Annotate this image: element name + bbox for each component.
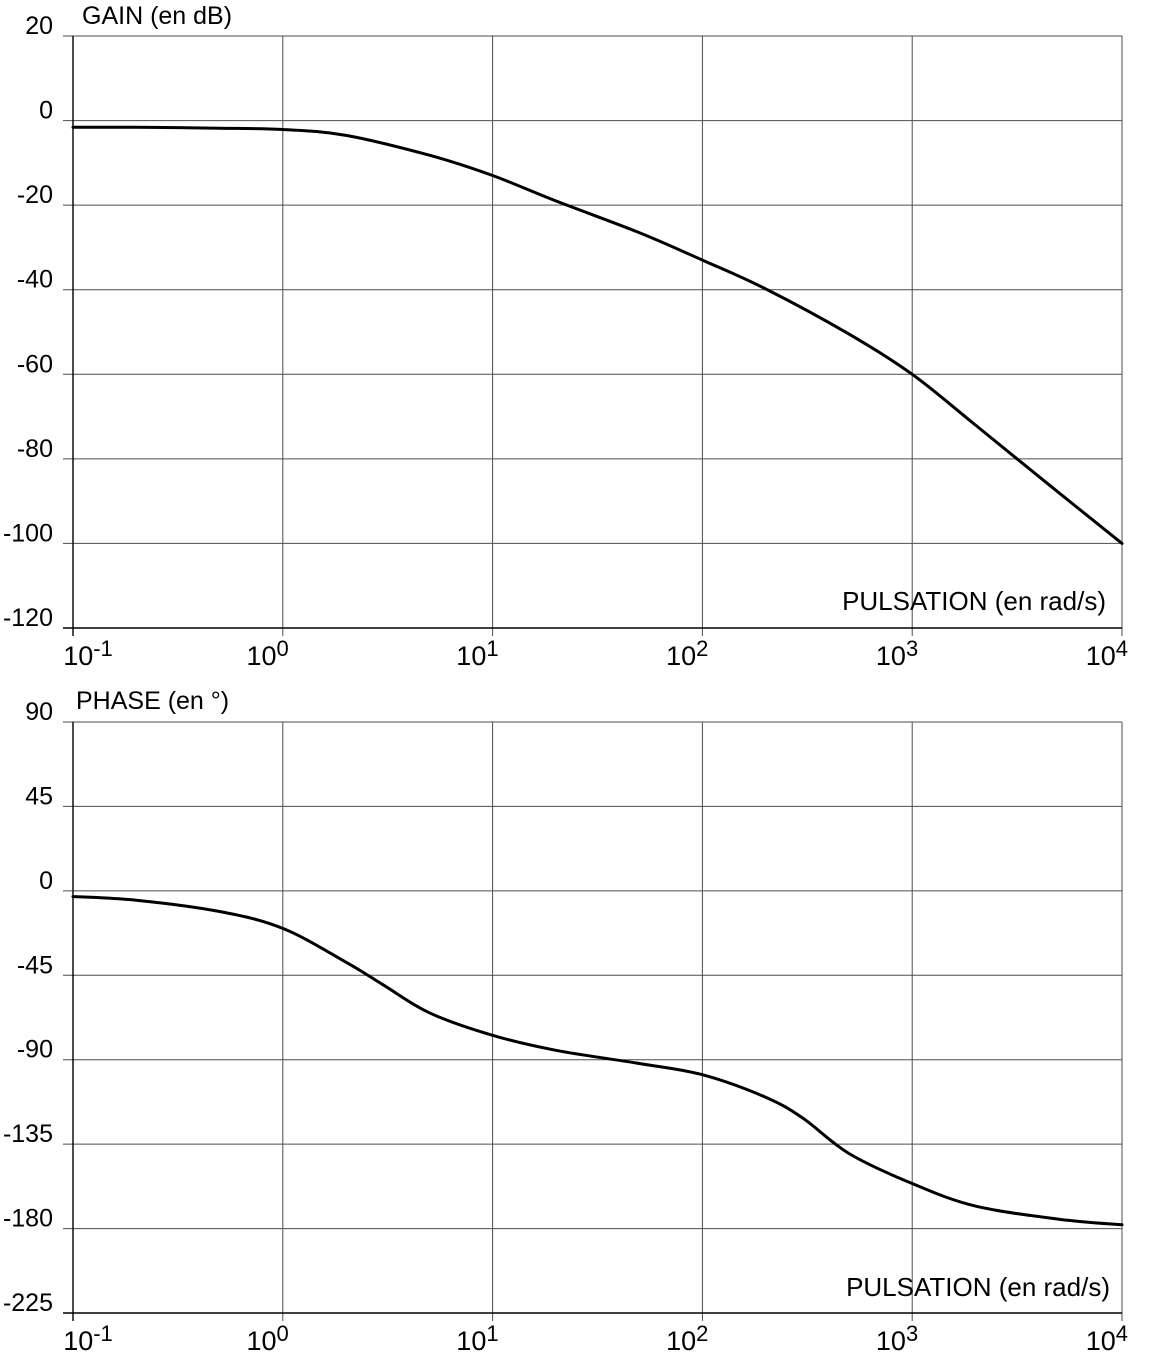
gain-curve bbox=[71, 125, 1124, 545]
phase-x-axis-label: PULSATION (en rad/s) bbox=[846, 1272, 1110, 1302]
gain-x-tick-label: 102 bbox=[666, 636, 708, 671]
phase-x-tick-label: 102 bbox=[666, 1321, 708, 1356]
phase-chart-title: PHASE (en °) bbox=[76, 687, 229, 715]
gain-y-tick-label: -40 bbox=[17, 266, 53, 294]
phase-y-tick-label: 0 bbox=[39, 867, 53, 895]
phase-x-tick-label: 10-1 bbox=[63, 1321, 113, 1356]
phase-x-tick-label: 101 bbox=[456, 1321, 498, 1356]
phase-chart: PHASE (en °) 90 45 0 -45 -90 -135 -180 -225 10-… bbox=[3, 687, 1128, 1356]
gain-y-tick-label: 20 bbox=[25, 12, 53, 40]
phase-y-tick-label: 45 bbox=[25, 782, 53, 810]
gain-x-axis-label: PULSATION (en rad/s) bbox=[842, 586, 1106, 616]
phase-y-tick-label: -135 bbox=[3, 1120, 53, 1148]
phase-x-tick-label: 104 bbox=[1086, 1321, 1128, 1356]
phase-y-tick-label: -45 bbox=[17, 951, 53, 979]
gain-chart-title: GAIN (en dB) bbox=[82, 2, 232, 30]
gain-y-tick-label: 0 bbox=[39, 97, 53, 125]
phase-y-tick-label: -90 bbox=[17, 1036, 53, 1064]
phase-x-tick-label: 103 bbox=[876, 1321, 918, 1356]
gain-x-tick-label: 100 bbox=[247, 636, 289, 671]
gain-chart: GAIN (en dB) 20 0 -20 -40 -60 -80 -100 -120 10-… bbox=[3, 2, 1128, 671]
gain-x-tick-label: 103 bbox=[876, 636, 918, 671]
phase-x-tick-label: 100 bbox=[247, 1321, 289, 1356]
gain-x-tick-label: 10-1 bbox=[63, 636, 113, 671]
gain-y-tick-label: -20 bbox=[17, 181, 53, 209]
gain-x-tick-label: 104 bbox=[1086, 636, 1128, 671]
gain-y-tick-label: -60 bbox=[17, 350, 53, 378]
gain-y-tick-label: -100 bbox=[3, 519, 53, 547]
phase-curve bbox=[71, 895, 1124, 1227]
gain-x-tick-label: 101 bbox=[456, 636, 498, 671]
gain-y-tick-label: -120 bbox=[3, 604, 53, 632]
phase-y-tick-label: 90 bbox=[25, 698, 53, 726]
phase-y-tick-label: -180 bbox=[3, 1205, 53, 1233]
phase-y-tick-label: -225 bbox=[3, 1289, 53, 1317]
gain-y-tick-label: -80 bbox=[17, 435, 53, 463]
